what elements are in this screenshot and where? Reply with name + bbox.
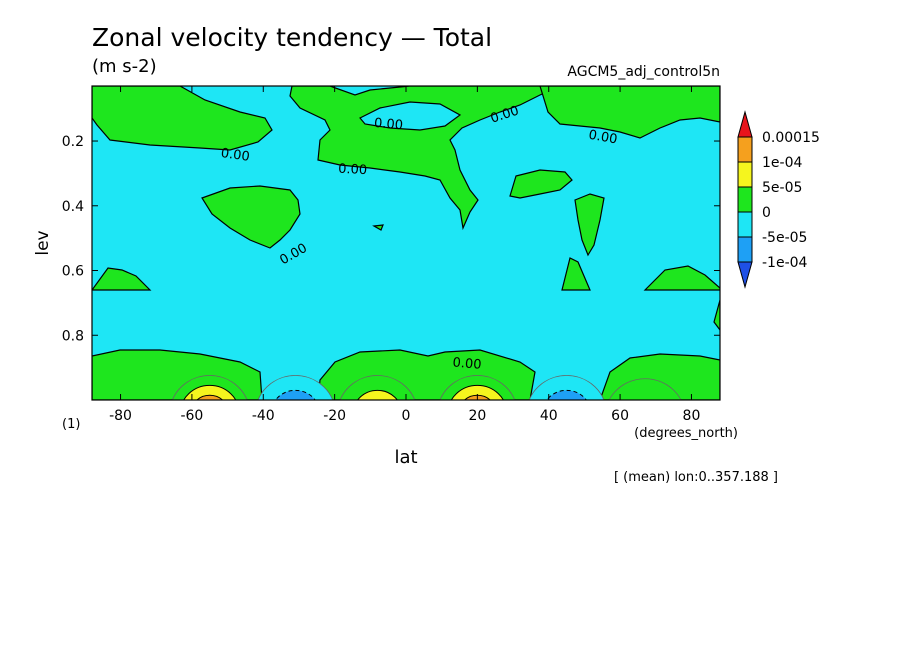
- feature-band: [636, 408, 654, 425]
- contour-label: 0.00: [452, 355, 482, 372]
- contour-label: 0.00: [338, 162, 368, 178]
- green-region-left-top: [92, 86, 273, 151]
- x-tick-label: -40: [252, 408, 275, 424]
- green-region-mid-right: [574, 193, 605, 257]
- surface-feature-positive: [339, 375, 416, 422]
- green-region-right-top: [539, 86, 720, 139]
- x-axis-label: lat: [394, 447, 417, 468]
- chart-title: Zonal velocity tendency — Total: [92, 23, 492, 52]
- feature-band: [287, 405, 305, 422]
- green-region-low-left: [92, 267, 152, 291]
- colorbar-segment: [737, 136, 753, 163]
- contour-label: 0.00: [220, 146, 251, 165]
- x-tick-label: -60: [180, 408, 203, 424]
- colorbar-label: 5e-05: [762, 180, 802, 196]
- x-tick-label: 60: [611, 408, 629, 424]
- colorbar-label: -5e-05: [762, 230, 807, 246]
- feature-band: [196, 394, 224, 400]
- green-region-center-top: [289, 86, 561, 231]
- feature-band: [183, 384, 237, 400]
- feature-band: [357, 389, 398, 400]
- green-region-low-right: [643, 265, 720, 291]
- green-region-mid-center: [509, 169, 573, 199]
- green-region-right-edge: [713, 299, 720, 331]
- colorbar-segment: [737, 186, 753, 213]
- y-tick-label: 0.8: [62, 328, 84, 344]
- y-tick-label: 0.2: [62, 134, 84, 150]
- feature-band: [558, 405, 576, 422]
- x-tick-label: -80: [109, 408, 132, 424]
- positive-regions-upper: [92, 86, 720, 331]
- surface-feature-negative: [528, 375, 605, 422]
- colorbar-label: -1e-04: [762, 255, 808, 271]
- y-tick-label: 0.6: [62, 264, 84, 280]
- chart-units: (m s-2): [92, 56, 157, 77]
- colorbar-label: 0: [762, 205, 771, 221]
- feature-band: [369, 405, 387, 422]
- feature-band: [257, 375, 334, 400]
- feature-band: [274, 389, 316, 400]
- x-tick-label: -20: [323, 408, 346, 424]
- surface-feature-negative: [257, 375, 334, 422]
- colorbar: 0.00015 1e-04 5e-05 0 -5e-05 -1e-04: [737, 110, 820, 289]
- green-region-midlevel-left: [201, 185, 301, 249]
- cyan-hole-top: [359, 101, 462, 131]
- colorbar-arrow-bottom: [737, 261, 753, 289]
- x-axis-units: (degrees_north): [634, 426, 738, 441]
- surface-feature-positive: [171, 375, 248, 422]
- colorbar-arrow-top: [737, 110, 753, 138]
- x-tick-label: 80: [683, 408, 701, 424]
- footnote: [ (mean) lon:0..357.188 ]: [614, 470, 778, 485]
- contour-label: 0.00: [587, 128, 618, 148]
- plot-area: [92, 86, 720, 425]
- feature-band: [450, 384, 504, 400]
- green-region-spike-center: [561, 257, 591, 291]
- colorbar-label: 1e-04: [762, 155, 802, 171]
- y-axis-label: lev: [33, 230, 53, 255]
- axis-ticks: -80 -60 -40 -20 0 20 40 60 80 0.2 0.4 0.6 0.8: [62, 86, 720, 424]
- y-tick-label: 0.4: [62, 199, 84, 215]
- feature-band: [546, 389, 588, 400]
- surface-features: [171, 375, 682, 425]
- colorbar-segment: [737, 236, 753, 263]
- x-tick-label: 0: [402, 408, 411, 424]
- surface-feature-positive: [608, 378, 682, 425]
- feature-band: [608, 378, 682, 400]
- green-speck: [372, 224, 384, 231]
- feature-band: [201, 405, 219, 422]
- feature-band: [528, 375, 605, 400]
- x-tick-label: 20: [468, 408, 486, 424]
- dataset-label: AGCM5_adj_control5n: [567, 64, 720, 80]
- x-tick-label: 40: [540, 408, 558, 424]
- colorbar-segment: [737, 161, 753, 188]
- feature-band: [339, 375, 416, 400]
- y-axis-note: (1): [62, 417, 80, 432]
- colorbar-segment: [737, 211, 753, 238]
- contour-label: 0.00: [373, 116, 403, 133]
- colorbar-label: 0.00015: [762, 130, 820, 146]
